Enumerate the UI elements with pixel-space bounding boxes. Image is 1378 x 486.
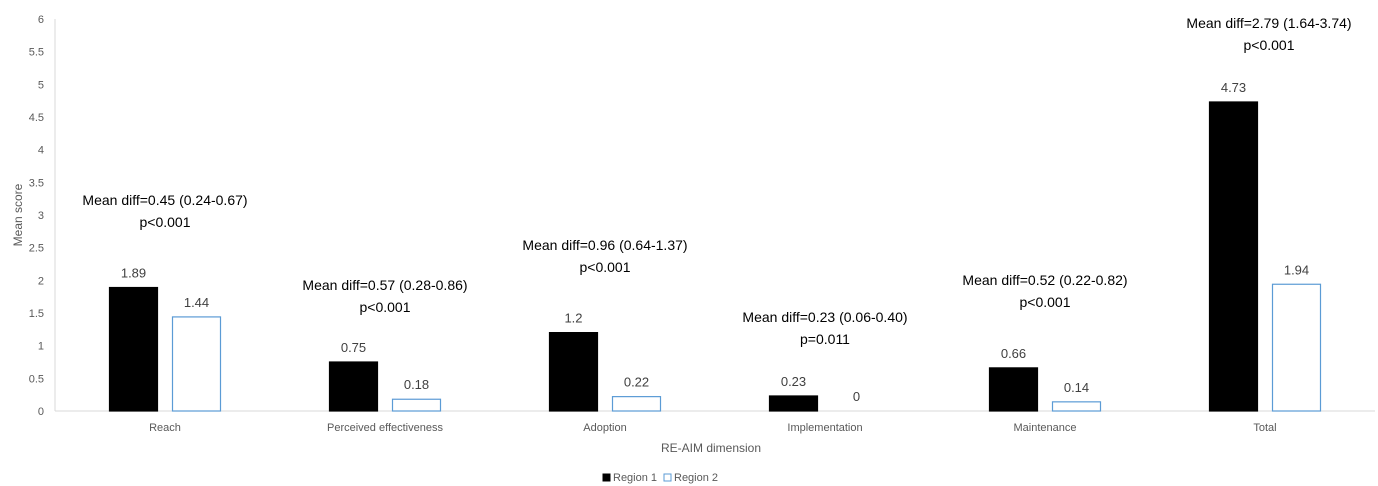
y-tick-label: 3 [38, 210, 44, 222]
bar-region-2 [1051, 401, 1102, 412]
bar-region-1 [328, 361, 379, 412]
legend-swatch-region-2 [663, 473, 672, 482]
data-label: 0.14 [1064, 380, 1089, 395]
y-tick-label: 6 [38, 14, 44, 26]
bar-region-2 [1271, 283, 1322, 412]
y-tick-label: 3.5 [29, 177, 44, 189]
bar-region-2 [611, 396, 662, 412]
x-tick-label: Total [1253, 422, 1276, 434]
bar-region-1 [108, 286, 159, 412]
x-axis-ticks: Reach Perceived effectiveness Adoption Impl… [149, 422, 1277, 434]
data-label: 0.75 [341, 340, 366, 355]
bar-region-1 [768, 395, 819, 412]
legend-swatch-region-1 [602, 473, 611, 482]
p-value-annotation: p<0.001 [360, 299, 411, 315]
data-label: 1.2 [564, 311, 582, 326]
bar-region-2 [391, 398, 442, 412]
bar-region-1 [548, 332, 599, 412]
y-tick-label: 0.5 [29, 373, 44, 385]
data-labels-group: 1.89 1.44 0.75 0.18 1.2 0.22 0.23 0 0.66 0.14 4.73… [121, 80, 1309, 404]
y-tick-label: 2.5 [29, 243, 44, 255]
y-tick-label: 1.5 [29, 308, 44, 320]
p-value-annotation: p<0.001 [1020, 294, 1071, 310]
data-label: 0.23 [781, 374, 806, 389]
y-tick-label: 2 [38, 275, 44, 287]
y-tick-label: 4.5 [29, 112, 44, 124]
data-label: 1.89 [121, 266, 146, 281]
y-axis-ticks: 0 0.5 1 1.5 2 2.5 3 3.5 4 4.5 5 5.5 6 [29, 14, 44, 418]
x-axis-title: RE-AIM dimension [661, 441, 761, 455]
bar-region-2 [171, 316, 222, 412]
mean-diff-annotation: Mean diff=2.79 (1.64-3.74) [1186, 15, 1351, 31]
y-tick-label: 4 [38, 145, 44, 157]
mean-diff-annotation: Mean diff=0.96 (0.64-1.37) [522, 237, 687, 253]
bars-group [108, 101, 1322, 412]
x-tick-label: Reach [149, 422, 181, 434]
y-tick-label: 0 [38, 406, 44, 418]
data-label: 1.94 [1284, 262, 1309, 277]
legend-label-region-2: Region 2 [674, 472, 718, 484]
mean-diff-annotation: Mean diff=0.57 (0.28-0.86) [302, 277, 467, 293]
data-label: 1.44 [184, 295, 209, 310]
legend-label-region-1: Region 1 [613, 472, 657, 484]
y-tick-label: 1 [38, 341, 44, 353]
bar-region-1 [1208, 101, 1259, 412]
data-label: 4.73 [1221, 80, 1246, 95]
annotations-group: Mean diff=0.45 (0.24-0.67) p<0.001 Mean di… [82, 15, 1351, 347]
data-label: 0 [853, 389, 860, 404]
bar-region-1 [988, 367, 1039, 412]
x-tick-label: Maintenance [1014, 422, 1077, 434]
x-tick-label: Implementation [787, 422, 862, 434]
mean-diff-annotation: Mean diff=0.23 (0.06-0.40) [742, 309, 907, 325]
y-tick-label: 5 [38, 79, 44, 91]
mean-diff-annotation: Mean diff=0.45 (0.24-0.67) [82, 192, 247, 208]
mean-diff-annotation: Mean diff=0.52 (0.22-0.82) [962, 272, 1127, 288]
y-axis-title: Mean score [11, 183, 25, 246]
x-tick-label: Perceived effectiveness [327, 422, 443, 434]
data-label: 0.66 [1001, 346, 1026, 361]
data-label: 0.18 [404, 377, 429, 392]
x-tick-label: Adoption [583, 422, 626, 434]
p-value-annotation: p<0.001 [1244, 37, 1295, 53]
legend: Region 1 Region 2 [602, 472, 718, 484]
data-label: 0.22 [624, 375, 649, 390]
y-tick-label: 5.5 [29, 47, 44, 59]
p-value-annotation: p=0.011 [800, 331, 850, 347]
p-value-annotation: p<0.001 [140, 214, 191, 230]
p-value-annotation: p<0.001 [580, 259, 631, 275]
